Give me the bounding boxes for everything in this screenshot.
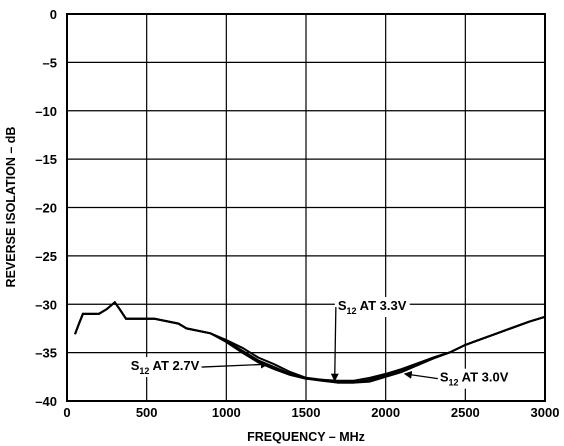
series-line-3 — [74, 300, 546, 382]
x-tick-label: 2500 — [451, 405, 480, 420]
x-tick-label: 500 — [136, 405, 158, 420]
annotation-label-1: S12 AT 3.3V — [338, 298, 407, 316]
x-axis-title: FREQUENCY – MHz — [247, 430, 365, 444]
annotation-arrow — [201, 360, 269, 369]
annotation-label-3: S12 AT 3.0V — [440, 370, 509, 388]
series-group — [74, 300, 546, 384]
y-tick-label: –25 — [35, 249, 57, 264]
y-tick-label: –20 — [35, 201, 57, 216]
annotation-bg — [127, 357, 203, 378]
y-tick-labels: 0 –5 –10 –15 –20 –25 –30 –35 –40 — [35, 7, 57, 409]
x-tick-label: 0 — [63, 405, 70, 420]
y-tick-label: 0 — [50, 7, 57, 22]
y-tick-label: –15 — [35, 152, 57, 167]
annotation-bg — [334, 297, 410, 318]
annotations: S12 AT 3.3V S12 AT 2.7V S12 AT 3.0V — [127, 297, 512, 389]
x-tick-label: 1500 — [292, 405, 321, 420]
y-tick-label: –10 — [35, 104, 57, 119]
annotation-arrow — [403, 370, 438, 380]
grid — [67, 14, 545, 401]
x-tick-label: 1000 — [212, 405, 241, 420]
y-axis-title: REVERSE ISOLATION – dB — [4, 127, 18, 288]
x-tick-label: 2000 — [371, 405, 400, 420]
annotation-arrow — [330, 307, 339, 382]
annotation-bg — [436, 368, 512, 389]
y-tick-label: –40 — [35, 394, 57, 409]
y-tick-label: –30 — [35, 297, 57, 312]
annotation-label-2: S12 AT 2.7V — [131, 358, 200, 376]
y-tick-label: –35 — [35, 346, 57, 361]
x-tick-labels: 0 500 1000 1500 2000 2500 3000 — [63, 405, 559, 420]
y-tick-label: –5 — [43, 55, 57, 70]
x-tick-label: 3000 — [531, 405, 560, 420]
plot-frame — [66, 13, 546, 402]
